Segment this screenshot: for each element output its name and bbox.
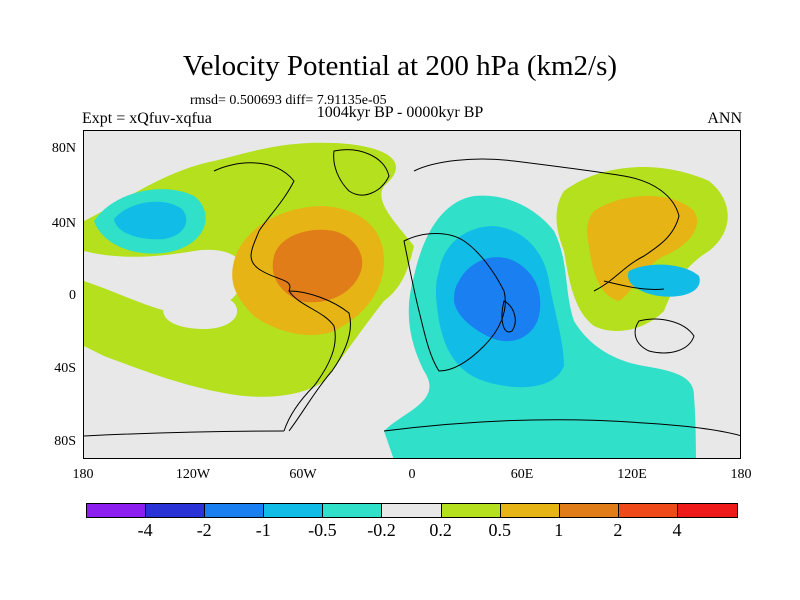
velocity-potential-map [84, 131, 740, 458]
colorbar-segment [559, 504, 619, 517]
colorbar-segment [677, 504, 738, 517]
lat-tick-label: 40S [54, 361, 76, 376]
colorbar-label: 2 [613, 520, 623, 540]
contour-positive-asia-core [587, 196, 698, 301]
colorbar-label: 4 [672, 520, 682, 540]
lat-tick-label: 80N [51, 141, 76, 156]
colorbar-label: 1 [554, 520, 564, 540]
colorbar-segment [382, 504, 442, 517]
colorbar-label: 0.2 [429, 520, 452, 540]
lon-tick-label: 60W [289, 467, 317, 482]
lon-tick-label: 180 [72, 467, 94, 482]
colorbar-segment [146, 504, 206, 517]
colorbar-segment [264, 504, 324, 517]
lat-tick-label: 80S [54, 434, 76, 449]
coastlines [84, 149, 740, 437]
lon-tick-label: 180 [730, 467, 752, 482]
contour-negative-npacific-core [114, 201, 187, 240]
colorbar-label: -1 [255, 520, 271, 540]
colorbar-label: 0.5 [488, 520, 511, 540]
colorbar-segment [500, 504, 560, 517]
colorbar-segment [441, 504, 501, 517]
experiment-label: Expt = xQfuv-xqfua [82, 110, 212, 127]
colorbar [86, 503, 739, 518]
colorbar-segment [205, 504, 265, 517]
lon-tick-label: 120W [175, 467, 211, 482]
lon-tick-label: 120E [617, 467, 647, 482]
map-plot-area [83, 130, 741, 459]
colorbar-segment [618, 504, 678, 517]
plot-title: Velocity Potential at 200 hPa (km2/s) [182, 50, 618, 82]
lat-tick-label: 0 [69, 288, 76, 303]
lat-tick-label: 40N [51, 216, 76, 231]
colorbar-label: -0.5 [308, 520, 337, 540]
colorbar-label: -0.2 [367, 520, 396, 540]
season-label: ANN [707, 110, 742, 127]
contour-negative-indian-deep [454, 257, 541, 342]
colorbar-segment [323, 504, 383, 517]
colorbar-label: -2 [196, 520, 212, 540]
stats-label: rmsd= 0.500693 diff= 7.91135e-05 [190, 93, 387, 108]
lon-tick-label: 0 [408, 467, 416, 482]
lon-tick-label: 60E [510, 467, 534, 482]
period-label: 1004kyr BP - 0000kyr BP [316, 104, 484, 121]
colorbar-segment [87, 504, 147, 517]
contour-neutral-spacific [163, 293, 238, 329]
colorbar-label: -4 [137, 520, 153, 540]
contour-positive-caribbean-core [272, 229, 363, 303]
